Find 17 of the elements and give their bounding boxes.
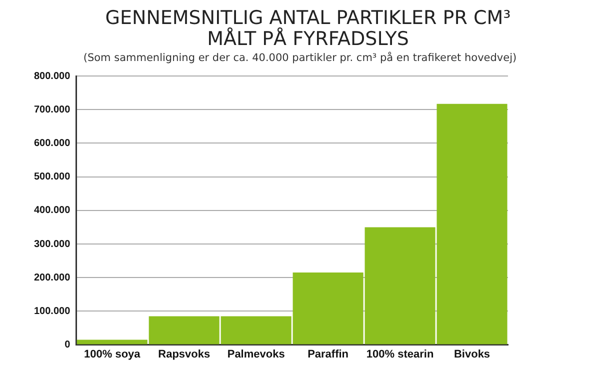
chart-subtitle: (Som sammenligning er der ca. 40.000 partikler pr. cm³ på en trafikeret hovedvej) <box>82 52 518 64</box>
y-tick-label: 700.000 <box>34 104 71 116</box>
y-tick-label: 200.000 <box>34 272 71 284</box>
x-tick-label: 100% soya <box>84 348 142 360</box>
y-tick-label: 300.000 <box>34 238 71 250</box>
y-tick-label: 400.000 <box>34 205 71 216</box>
chart-title: GENNEMSNITLIG ANTAL PARTIKLER PR CM³ MÅLT PÅ FYRFADSLYS <box>104 7 512 50</box>
y-tick-label: 500.000 <box>34 172 71 183</box>
x-tick-label: Rapsvoks <box>158 348 210 360</box>
y-tick-label: 600.000 <box>34 138 71 149</box>
y-tick-label: 800.000 <box>34 70 71 82</box>
y-tick-label: 0 <box>64 340 71 351</box>
x-tick-label: Paraffin <box>308 348 349 360</box>
x-tick-label: Bivoks <box>454 348 490 360</box>
x-tick-label: Palmevoks <box>227 348 285 360</box>
x-tick-label: 100% stearin <box>366 348 434 360</box>
y-tick-label: 100.000 <box>34 306 71 317</box>
